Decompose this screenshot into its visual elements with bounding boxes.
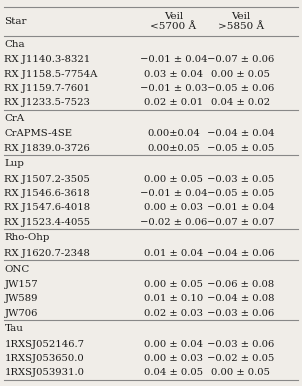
Text: 0.00 ± 0.05: 0.00 ± 0.05	[211, 368, 270, 378]
Text: −0.02 ± 0.05: −0.02 ± 0.05	[207, 354, 275, 363]
Text: 1RXSJ053931.0: 1RXSJ053931.0	[5, 368, 84, 378]
Text: −0.01 ± 0.04: −0.01 ± 0.04	[207, 203, 275, 212]
Text: Veil
>5850 Å: Veil >5850 Å	[218, 12, 264, 31]
Text: ONC: ONC	[5, 264, 30, 274]
Text: −0.03 ± 0.06: −0.03 ± 0.06	[207, 340, 275, 349]
Text: 0.00±0.04: 0.00±0.04	[147, 129, 200, 138]
Text: −0.05 ± 0.05: −0.05 ± 0.05	[207, 189, 275, 198]
Text: 0.04 ± 0.05: 0.04 ± 0.05	[144, 368, 203, 378]
Text: 0.04 ± 0.02: 0.04 ± 0.02	[211, 98, 270, 107]
Text: −0.07 ± 0.06: −0.07 ± 0.06	[207, 55, 275, 64]
Text: 0.00±0.05: 0.00±0.05	[147, 144, 200, 152]
Text: −0.04 ± 0.04: −0.04 ± 0.04	[207, 129, 275, 138]
Text: 0.00 ± 0.04: 0.00 ± 0.04	[144, 340, 203, 349]
Text: −0.01 ± 0.04: −0.01 ± 0.04	[140, 55, 207, 64]
Text: 0.01 ± 0.04: 0.01 ± 0.04	[144, 249, 203, 258]
Text: 1RXSJ052146.7: 1RXSJ052146.7	[5, 340, 84, 349]
Text: 1RXSJ053650.0: 1RXSJ053650.0	[5, 354, 84, 363]
Text: CrA: CrA	[5, 113, 24, 123]
Text: Rho-Ohp: Rho-Ohp	[5, 233, 50, 242]
Text: Tau: Tau	[5, 324, 23, 333]
Text: Lup: Lup	[5, 159, 24, 168]
Text: Star: Star	[5, 17, 27, 26]
Text: RX J1523.4-4055: RX J1523.4-4055	[5, 218, 91, 227]
Text: 0.01 ± 0.10: 0.01 ± 0.10	[144, 295, 203, 303]
Text: −0.01 ± 0.04: −0.01 ± 0.04	[140, 189, 207, 198]
Text: 0.00 ± 0.05: 0.00 ± 0.05	[211, 69, 270, 78]
Text: RX J1547.6-4018: RX J1547.6-4018	[5, 203, 91, 212]
Text: RX J1158.5-7754A: RX J1158.5-7754A	[5, 69, 98, 78]
Text: JW157: JW157	[5, 280, 38, 289]
Text: CrAPMS-4SE: CrAPMS-4SE	[5, 129, 72, 138]
Text: JW589: JW589	[5, 295, 38, 303]
Text: −0.06 ± 0.08: −0.06 ± 0.08	[207, 280, 275, 289]
Text: RX J1233.5-7523: RX J1233.5-7523	[5, 98, 90, 107]
Text: RX J1839.0-3726: RX J1839.0-3726	[5, 144, 90, 152]
Text: 0.00 ± 0.03: 0.00 ± 0.03	[144, 203, 203, 212]
Text: 0.00 ± 0.03: 0.00 ± 0.03	[144, 354, 203, 363]
Text: −0.03 ± 0.05: −0.03 ± 0.05	[207, 175, 275, 184]
Text: 0.03 ± 0.04: 0.03 ± 0.04	[144, 69, 203, 78]
Text: −0.01 ± 0.03: −0.01 ± 0.03	[140, 84, 207, 93]
Text: Veil
<5700 Å: Veil <5700 Å	[150, 12, 197, 31]
Text: JW706: JW706	[5, 309, 38, 318]
Text: RX J1546.6-3618: RX J1546.6-3618	[5, 189, 90, 198]
Text: 0.00 ± 0.05: 0.00 ± 0.05	[144, 175, 203, 184]
Text: −0.07 ± 0.07: −0.07 ± 0.07	[207, 218, 275, 227]
Text: 0.00 ± 0.05: 0.00 ± 0.05	[144, 280, 203, 289]
Text: −0.05 ± 0.05: −0.05 ± 0.05	[207, 144, 275, 152]
Text: −0.04 ± 0.08: −0.04 ± 0.08	[207, 295, 275, 303]
Text: 0.02 ± 0.03: 0.02 ± 0.03	[144, 309, 203, 318]
Text: −0.04 ± 0.06: −0.04 ± 0.06	[207, 249, 275, 258]
Text: RX J1159.7-7601: RX J1159.7-7601	[5, 84, 90, 93]
Text: −0.02 ± 0.06: −0.02 ± 0.06	[140, 218, 207, 227]
Text: −0.03 ± 0.06: −0.03 ± 0.06	[207, 309, 275, 318]
Text: RX J1140.3-8321: RX J1140.3-8321	[5, 55, 91, 64]
Text: 0.02 ± 0.01: 0.02 ± 0.01	[144, 98, 203, 107]
Text: Cha: Cha	[5, 40, 25, 49]
Text: −0.05 ± 0.06: −0.05 ± 0.06	[207, 84, 275, 93]
Text: RX J1507.2-3505: RX J1507.2-3505	[5, 175, 90, 184]
Text: RX J1620.7-2348: RX J1620.7-2348	[5, 249, 90, 258]
